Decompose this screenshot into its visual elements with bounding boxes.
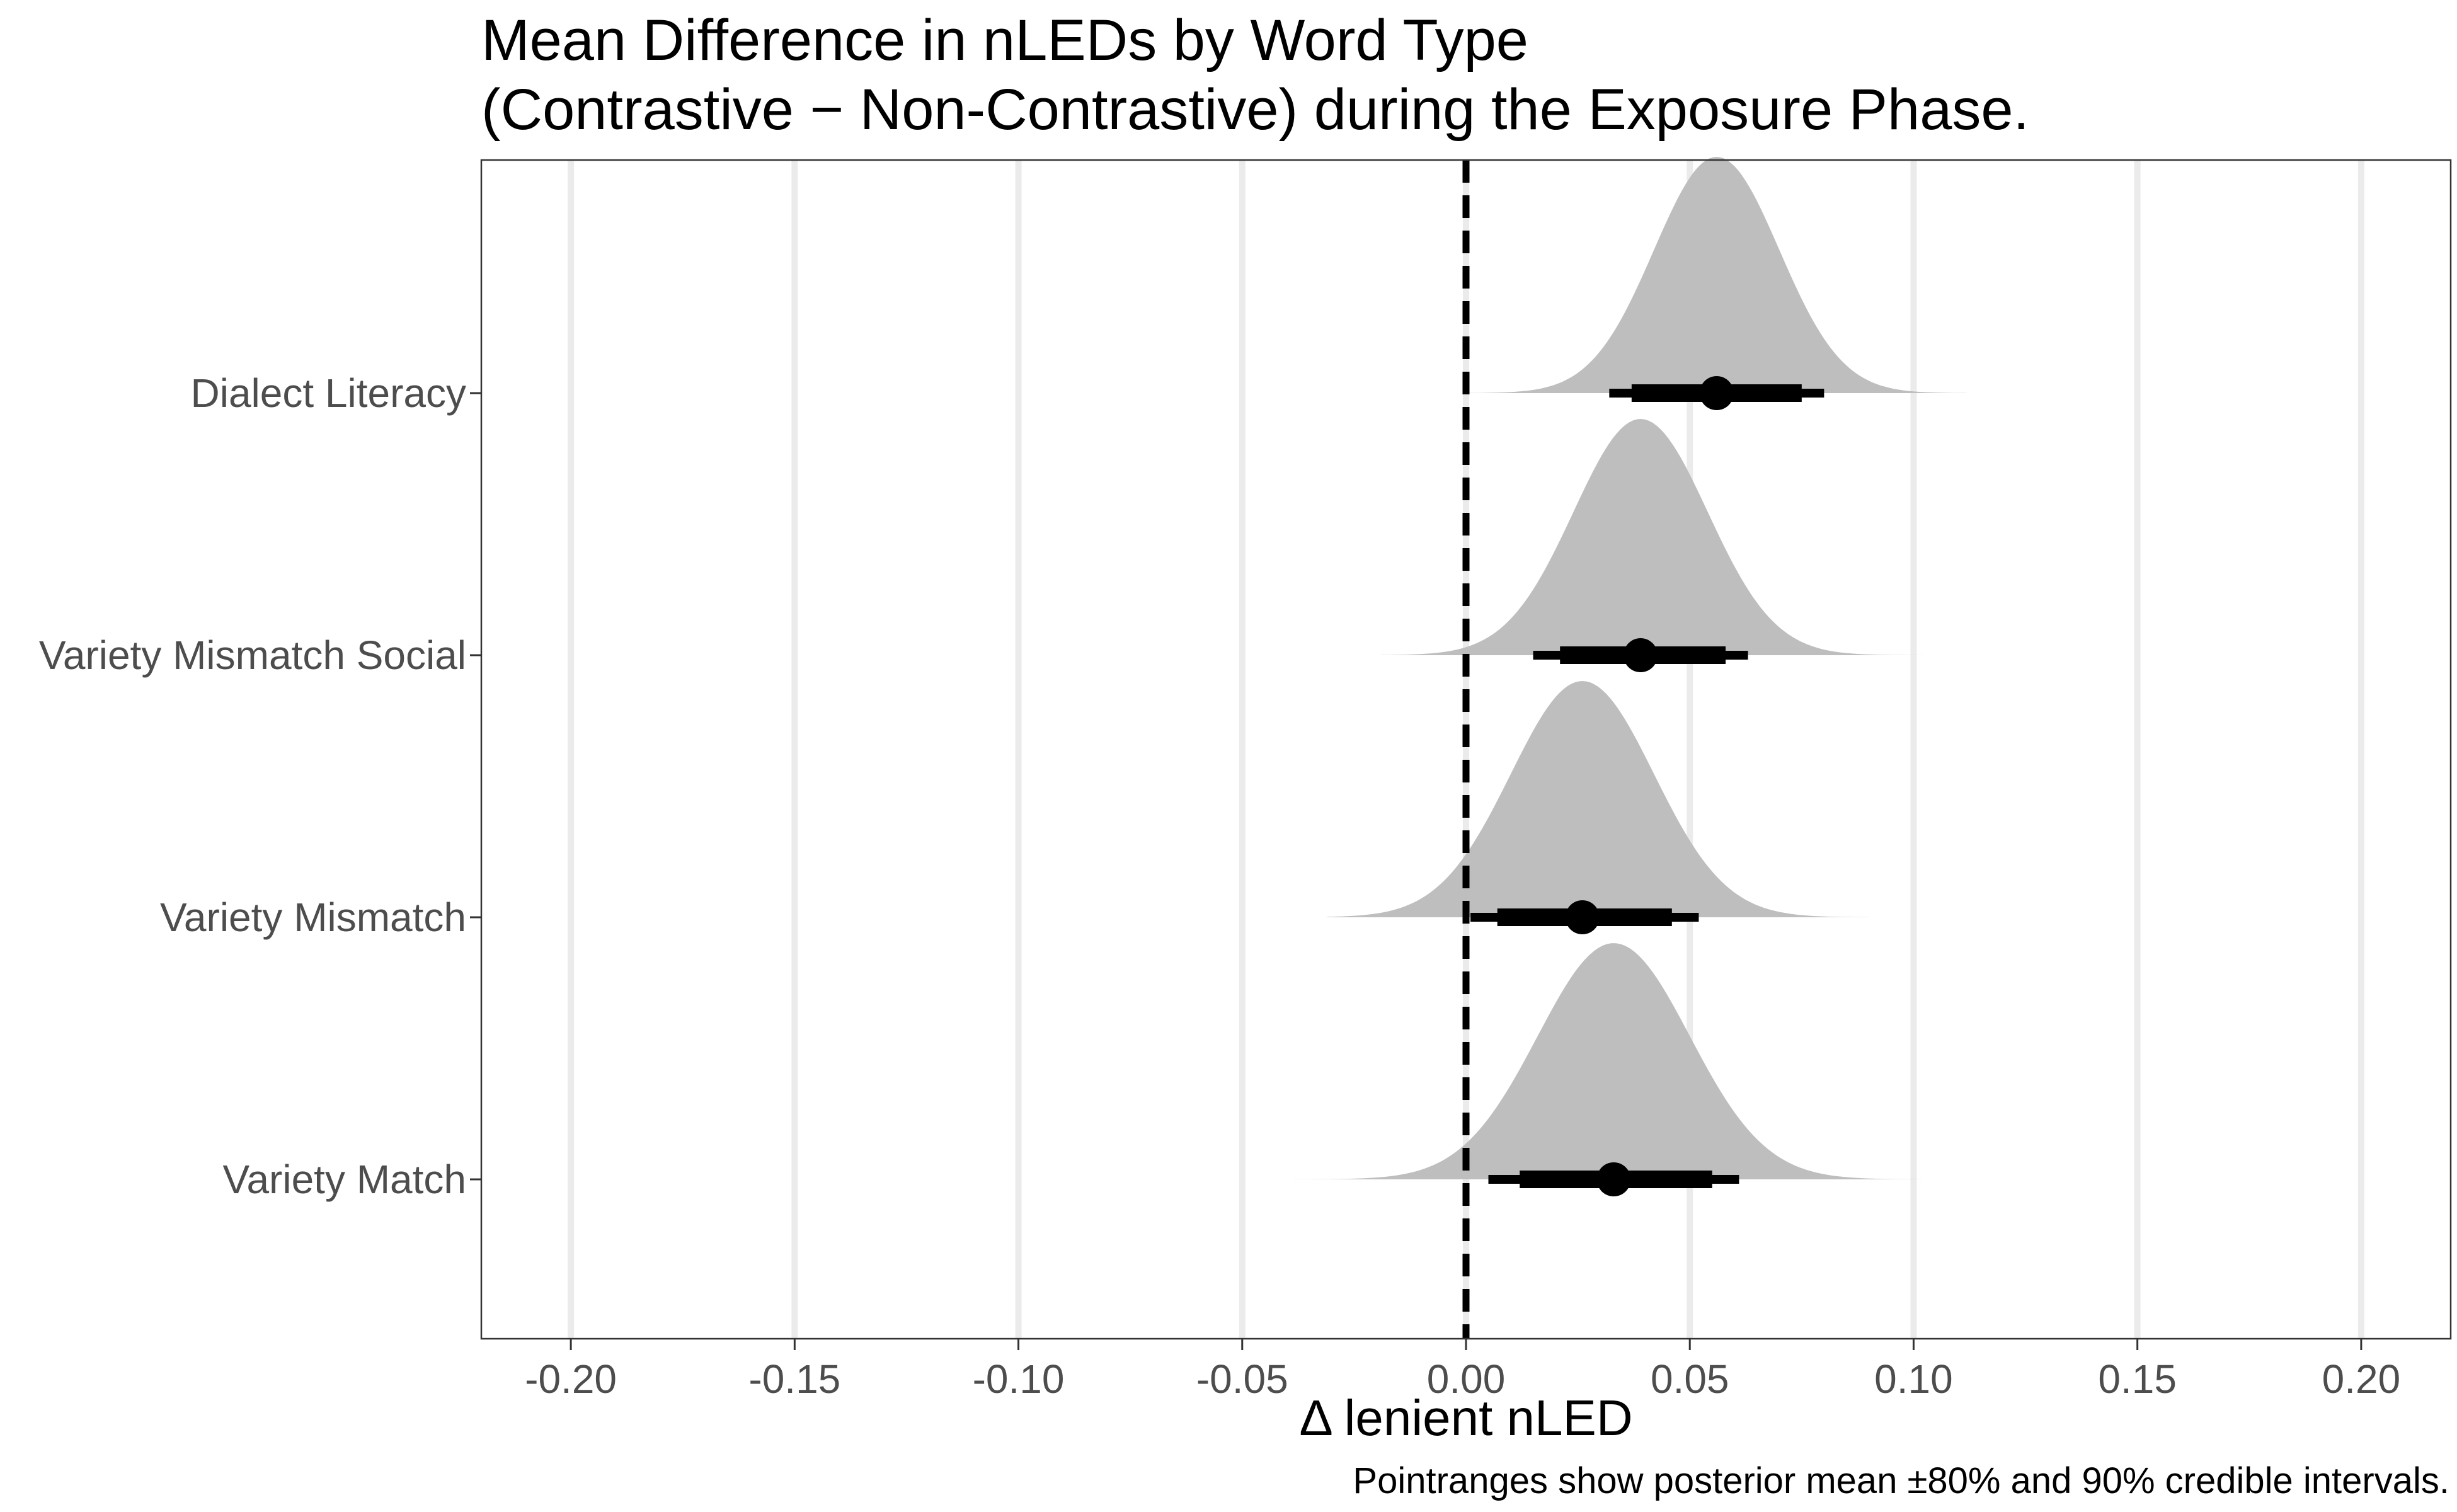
x-tick-label: 0.10 [1874, 1356, 1953, 1402]
posterior-density [1282, 943, 1923, 1179]
posterior-mean-point [1624, 638, 1658, 672]
gridlines [568, 160, 2364, 1339]
x-tick-label: -0.15 [748, 1356, 840, 1402]
x-tick-label: 0.00 [1427, 1356, 1506, 1402]
posterior-mean-point [1596, 1162, 1631, 1196]
x-tick-label: 0.20 [2322, 1356, 2401, 1402]
x-tick-label: 0.15 [2098, 1356, 2177, 1402]
posterior-mean-point [1565, 900, 1600, 934]
posterior-density [1327, 681, 1869, 917]
y-category-label: Variety Match [223, 1157, 467, 1202]
density-layer [1282, 157, 1967, 1179]
x-axis-title: Δ lenient nLED [1299, 1390, 1632, 1446]
chart-title-line-2: (Contrastive − Non-Contrastive) during t… [481, 77, 2029, 142]
x-axis: -0.20 -0.15 -0.10 -0.05 0.00 0.05 0.10 0.15 0.20 [525, 1339, 2400, 1402]
x-tick-label: -0.05 [1196, 1356, 1288, 1402]
x-tick-label: 0.05 [1651, 1356, 1729, 1402]
y-category-label: Variety Mismatch Social [39, 633, 466, 678]
chart-title: Mean Difference in nLEDs by Word Type (C… [481, 8, 2029, 142]
y-category-label: Dialect Literacy [191, 370, 467, 416]
posterior-density [1381, 419, 1941, 655]
chart-title-line-1: Mean Difference in nLEDs by Word Type [481, 8, 1528, 72]
posterior-mean-point [1699, 376, 1734, 410]
y-axis: Dialect Literacy Variety Mismatch Social V… [39, 370, 481, 1202]
x-tick-label: -0.20 [525, 1356, 617, 1402]
interval-layer [1470, 376, 1824, 1196]
y-category-label: Variety Mismatch [160, 895, 466, 940]
posterior-density [1466, 157, 1967, 393]
x-tick-label: -0.10 [973, 1356, 1065, 1402]
chart-caption: Pointranges show posterior mean ±80% and… [1353, 1460, 2449, 1501]
